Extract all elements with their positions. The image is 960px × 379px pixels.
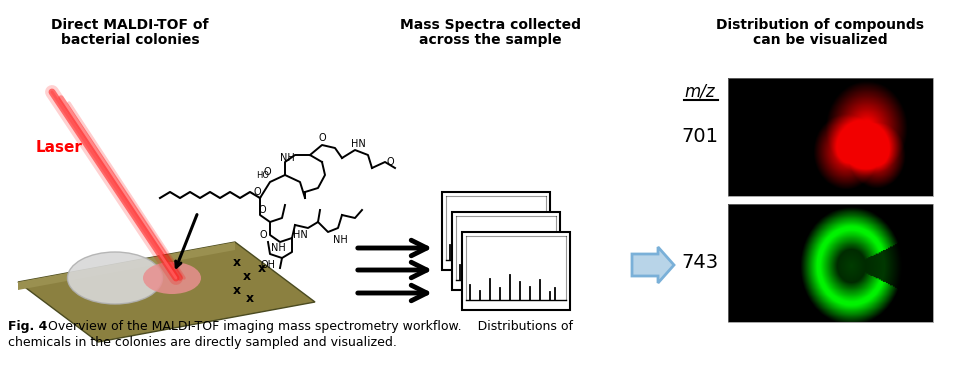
Text: O: O — [263, 167, 271, 177]
FancyBboxPatch shape — [452, 212, 560, 290]
Text: m/z: m/z — [684, 82, 715, 100]
Text: x: x — [258, 262, 266, 274]
Text: x: x — [243, 271, 252, 283]
Text: NH: NH — [332, 235, 348, 245]
Text: Laser: Laser — [36, 141, 83, 155]
Text: NH: NH — [279, 153, 295, 163]
Text: x: x — [233, 257, 241, 269]
Text: can be visualized: can be visualized — [753, 33, 887, 47]
Polygon shape — [18, 242, 235, 290]
Text: bacterial colonies: bacterial colonies — [60, 33, 200, 47]
Ellipse shape — [143, 262, 201, 294]
Text: HO: HO — [256, 171, 270, 180]
Text: across the sample: across the sample — [419, 33, 562, 47]
Ellipse shape — [67, 252, 162, 304]
FancyBboxPatch shape — [462, 232, 570, 310]
Text: 701: 701 — [682, 127, 718, 147]
Text: x: x — [233, 285, 241, 298]
Text: OH: OH — [260, 260, 276, 270]
Text: O: O — [318, 133, 325, 143]
Text: O: O — [259, 230, 267, 240]
Text: Fig. 4: Fig. 4 — [8, 320, 47, 333]
Text: chemicals in the colonies are directly sampled and visualized.: chemicals in the colonies are directly s… — [8, 336, 396, 349]
FancyArrow shape — [632, 247, 674, 283]
Text: O: O — [253, 187, 261, 197]
Polygon shape — [18, 242, 315, 342]
Text: Distribution of compounds: Distribution of compounds — [716, 18, 924, 32]
Text: HN: HN — [293, 230, 307, 240]
FancyBboxPatch shape — [442, 192, 550, 270]
Text: Direct MALDI-TOF of: Direct MALDI-TOF of — [51, 18, 208, 32]
Text: O: O — [258, 205, 266, 215]
Text: x: x — [246, 291, 254, 304]
Text: Mass Spectra collected: Mass Spectra collected — [399, 18, 581, 32]
Text: Overview of the MALDI-TOF imaging mass spectrometry workflow.    Distributions o: Overview of the MALDI-TOF imaging mass s… — [40, 320, 573, 333]
Text: O: O — [386, 157, 394, 167]
Text: HN: HN — [350, 139, 366, 149]
Text: NH: NH — [271, 243, 285, 253]
Text: 743: 743 — [682, 254, 719, 273]
